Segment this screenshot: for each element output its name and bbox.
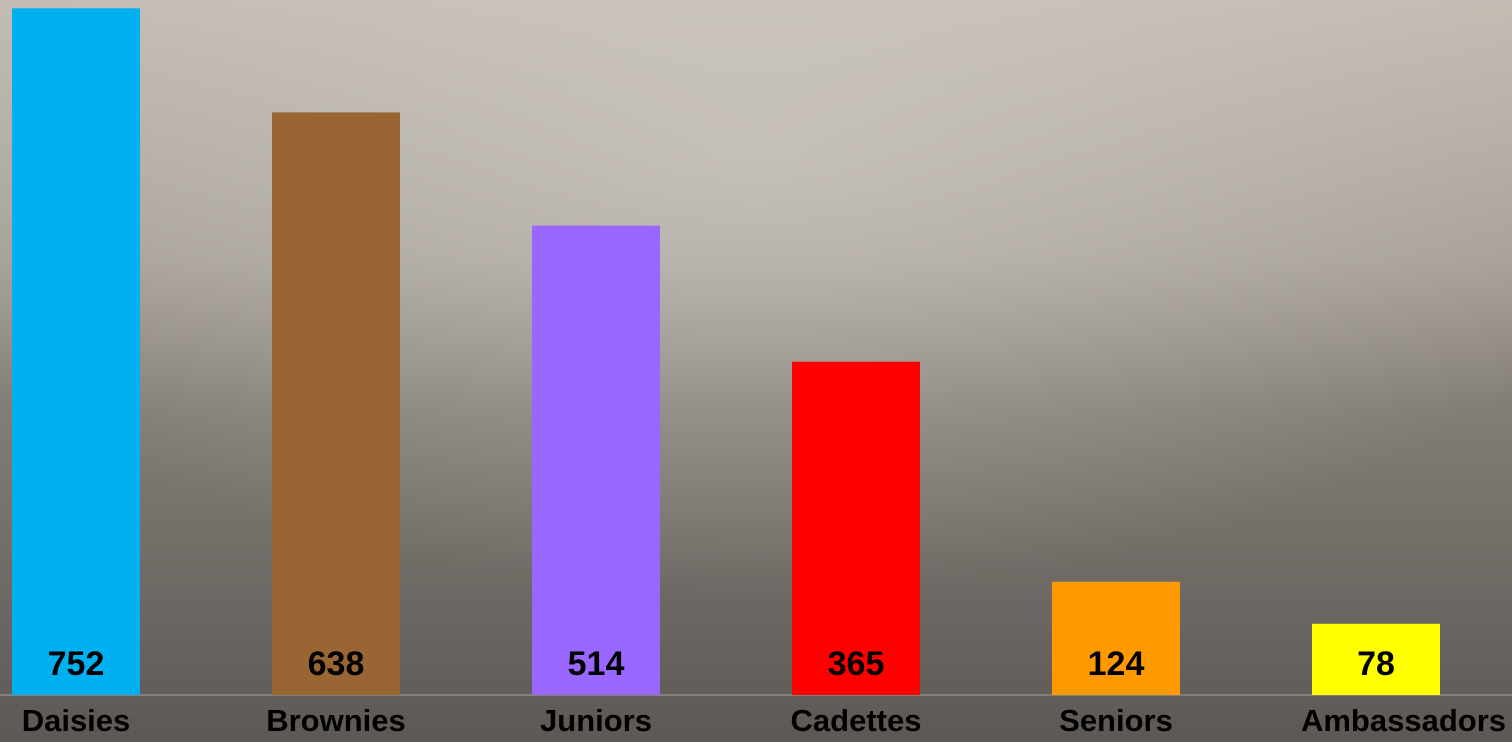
value-label: 124 [1088, 645, 1145, 683]
value-label: 365 [828, 645, 885, 683]
value-label: 638 [308, 645, 365, 683]
value-label: 514 [568, 645, 625, 683]
bar [1312, 623, 1440, 695]
x-tick-label: Cadettes [791, 703, 922, 738]
x-tick-label: Seniors [1059, 703, 1173, 738]
value-label: 752 [48, 645, 105, 683]
x-tick-label: Daisies [22, 703, 131, 738]
bar [12, 8, 140, 696]
x-tick-label: Brownies [266, 703, 406, 738]
bar [1052, 581, 1180, 695]
bar [792, 361, 920, 695]
x-tick-label: Juniors [540, 703, 652, 738]
bar [532, 225, 660, 695]
x-tick-label: Ambassadors [1301, 703, 1506, 738]
bar [272, 112, 400, 695]
value-label: 78 [1357, 645, 1395, 683]
